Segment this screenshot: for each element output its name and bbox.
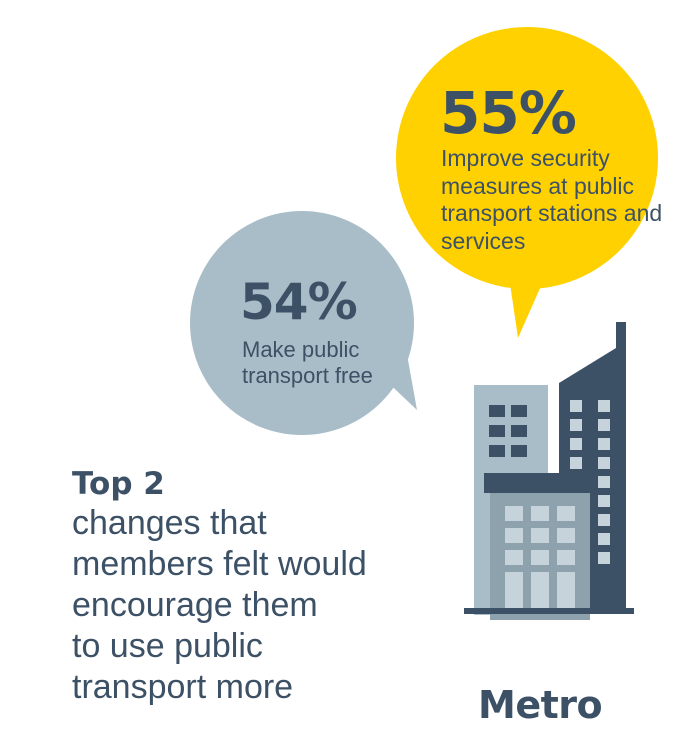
city-label: Metro [478, 683, 603, 727]
headline-body: changes that members felt would encourag… [72, 504, 367, 706]
blue-speech-bubble [190, 211, 417, 435]
headline-strong: Top 2 [72, 466, 165, 502]
city-buildings-icon [464, 322, 634, 620]
yellow-speech-bubble [396, 27, 658, 338]
stat-percent-54: 54% [240, 273, 358, 331]
headline: Top 2 changes that members felt would en… [72, 465, 452, 708]
stat-description-free: Make public transport free [242, 337, 373, 389]
stat-description-security: Improve security measures at public tran… [441, 145, 663, 254]
stat-percent-55: 55% [440, 79, 577, 147]
